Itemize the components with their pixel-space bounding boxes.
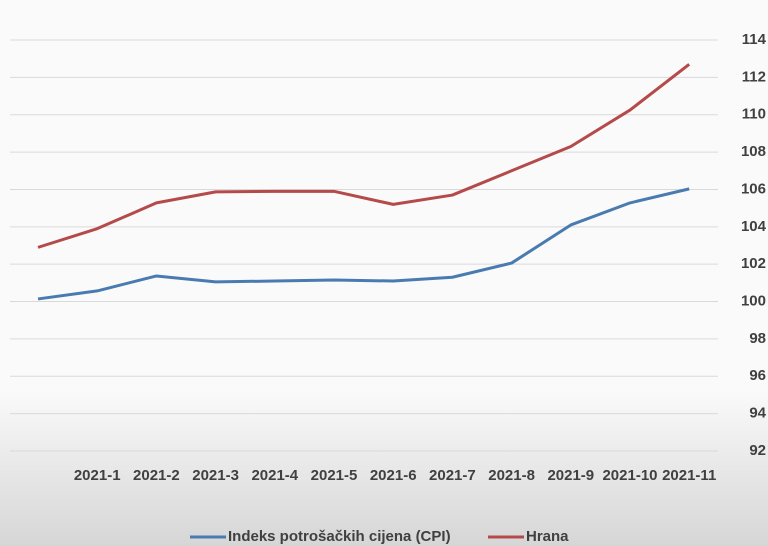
legend-label: Hrana [526,528,569,545]
x-tick-label: 2021-10 [602,467,658,484]
y-tick-label: 106 [741,180,766,197]
x-tick-label: 2021-5 [310,467,358,484]
x-tick-label: 2021-1 [73,467,121,484]
y-tick-label: 96 [749,367,766,384]
x-tick-label: 2021-4 [251,467,299,484]
x-tick-label: 2021-7 [429,467,476,484]
line-series [37,187,690,301]
y-tick-label: 110 [742,106,766,123]
x-tick-label: 2021-6 [369,467,417,484]
y-tick-label: 100 [741,293,766,310]
y-tick-label: 108 [741,143,766,160]
y-tick-label: 102 [741,255,766,272]
y-tick-label: 104 [741,218,767,235]
y-tick-label: 98 [749,330,766,347]
y-tick-label: 112 [742,68,766,85]
y-tick-label: 94 [749,405,766,422]
y-tick-label: 92 [749,442,766,459]
x-tick-label: 2021-2 [133,467,180,484]
x-tick-label: 2021-11 [662,467,717,484]
x-tick-label: 2021-8 [488,467,535,484]
legend-label: Indeks potrošačkih cijena (CPI) [228,528,451,545]
x-tick-label: 2021-3 [192,467,239,484]
line-series [37,63,691,249]
x-tick-label: 2021-9 [547,467,595,484]
y-tick-label: 114 [742,31,767,48]
